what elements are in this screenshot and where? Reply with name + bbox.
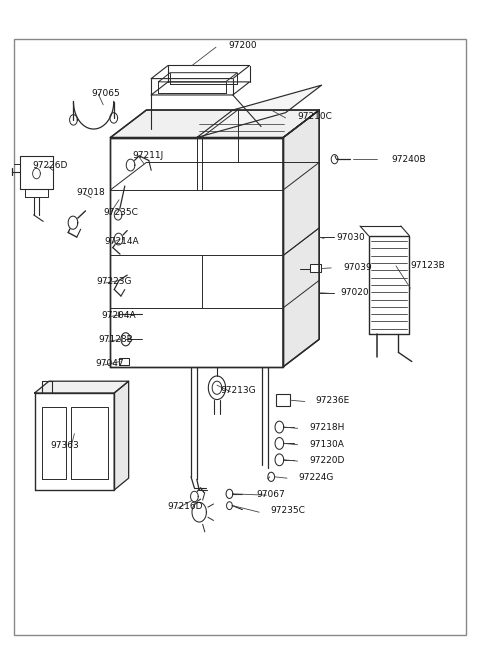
Text: 97123B: 97123B (410, 261, 445, 270)
Text: 97216D: 97216D (167, 502, 203, 512)
Text: 97204A: 97204A (102, 310, 136, 320)
Polygon shape (68, 216, 78, 229)
Text: 97214A: 97214A (105, 236, 139, 246)
Polygon shape (275, 454, 284, 466)
Text: 97235C: 97235C (103, 208, 138, 217)
Polygon shape (25, 189, 48, 196)
Text: 97210C: 97210C (298, 112, 333, 121)
Text: 97224G: 97224G (299, 473, 334, 482)
Polygon shape (35, 381, 129, 393)
Polygon shape (114, 381, 129, 490)
Polygon shape (283, 110, 319, 367)
Polygon shape (110, 110, 319, 138)
Text: 97236E: 97236E (316, 396, 350, 405)
Polygon shape (35, 393, 114, 490)
Bar (310, 264, 321, 272)
Polygon shape (208, 376, 226, 400)
Text: 97213G: 97213G (221, 386, 256, 395)
Text: 97067: 97067 (257, 490, 286, 499)
Text: 97226D: 97226D (33, 160, 68, 170)
Polygon shape (191, 491, 198, 502)
Text: 97065: 97065 (91, 88, 120, 98)
Text: 97130A: 97130A (310, 440, 345, 449)
Text: 97211J: 97211J (132, 151, 163, 160)
Text: 97218H: 97218H (310, 423, 345, 432)
Text: 97020: 97020 (341, 288, 370, 297)
Polygon shape (197, 85, 322, 138)
Polygon shape (114, 233, 123, 245)
Text: 97018: 97018 (77, 188, 106, 197)
Text: 97363: 97363 (50, 441, 79, 450)
Text: 97223G: 97223G (96, 277, 132, 286)
Text: 97128B: 97128B (98, 335, 133, 345)
Polygon shape (126, 159, 135, 171)
Polygon shape (20, 156, 53, 189)
Polygon shape (114, 210, 122, 220)
Text: 97039: 97039 (343, 263, 372, 272)
Bar (276, 394, 290, 406)
Text: 97200: 97200 (228, 41, 257, 50)
Polygon shape (275, 421, 284, 433)
Bar (119, 358, 129, 365)
Polygon shape (110, 138, 283, 367)
Text: 97030: 97030 (336, 233, 365, 242)
Text: 97047: 97047 (95, 359, 124, 368)
Polygon shape (369, 236, 409, 334)
Text: 97235C: 97235C (270, 506, 305, 515)
Text: 97240B: 97240B (391, 155, 426, 164)
Text: 97220D: 97220D (310, 456, 345, 465)
Polygon shape (275, 438, 284, 449)
